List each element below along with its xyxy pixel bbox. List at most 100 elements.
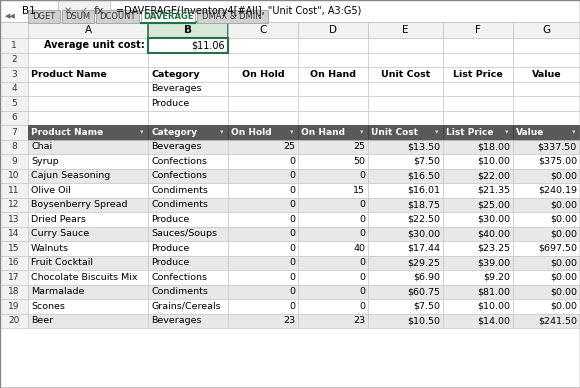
Text: ▾: ▾ <box>505 129 509 135</box>
Bar <box>298 22 368 38</box>
Bar <box>443 284 513 299</box>
Bar <box>368 52 443 67</box>
Bar <box>513 227 580 241</box>
Bar <box>148 125 228 140</box>
Text: Value: Value <box>516 128 545 137</box>
Text: A: A <box>85 25 92 35</box>
Bar <box>368 256 443 270</box>
Text: Produce: Produce <box>151 258 189 267</box>
Bar <box>298 299 368 314</box>
Text: 7: 7 <box>11 128 17 137</box>
Text: Beer: Beer <box>31 316 53 325</box>
Bar <box>443 38 513 52</box>
Text: Chocolate Biscuits Mix: Chocolate Biscuits Mix <box>31 273 137 282</box>
Text: 0: 0 <box>359 273 365 282</box>
Bar <box>0 270 28 284</box>
Text: =DAVERAGE(Inventory4[#All], "Unit Cost", A3:G5): =DAVERAGE(Inventory4[#All], "Unit Cost",… <box>116 6 361 16</box>
Text: 10: 10 <box>8 171 20 180</box>
Bar <box>513 154 580 168</box>
Bar <box>513 183 580 197</box>
Text: $0.00: $0.00 <box>550 200 577 209</box>
Bar <box>443 81 513 96</box>
Bar <box>513 81 580 96</box>
Text: fx: fx <box>94 6 104 16</box>
Bar <box>298 81 368 96</box>
Text: 8: 8 <box>11 142 17 151</box>
Text: 0: 0 <box>359 258 365 267</box>
Text: ✓: ✓ <box>80 6 88 16</box>
Bar <box>443 52 513 67</box>
Text: On Hand: On Hand <box>301 128 345 137</box>
Bar <box>368 299 443 314</box>
Bar <box>28 140 148 154</box>
Text: 0: 0 <box>359 287 365 296</box>
Text: 0: 0 <box>289 287 295 296</box>
Bar <box>228 168 298 183</box>
Text: On Hold: On Hold <box>242 70 284 79</box>
Text: 15: 15 <box>8 244 20 253</box>
Text: DAVERAGE: DAVERAGE <box>143 12 193 21</box>
Text: $10.50: $10.50 <box>407 316 440 325</box>
FancyBboxPatch shape <box>28 10 60 23</box>
Text: $11.06: $11.06 <box>191 40 225 50</box>
Text: 6: 6 <box>11 113 17 122</box>
Text: Confections: Confections <box>151 171 207 180</box>
Text: Unit Cost: Unit Cost <box>371 128 418 137</box>
Text: $375.00: $375.00 <box>538 157 577 166</box>
Text: $0.00: $0.00 <box>550 229 577 238</box>
Bar <box>298 284 368 299</box>
Bar <box>443 183 513 197</box>
Text: $697.50: $697.50 <box>538 244 577 253</box>
Text: Category: Category <box>151 128 197 137</box>
Bar <box>513 241 580 256</box>
Bar <box>298 241 368 256</box>
Text: ▾: ▾ <box>435 129 438 135</box>
Text: Beverages: Beverages <box>151 84 201 93</box>
Text: 25: 25 <box>283 142 295 151</box>
Text: On Hold: On Hold <box>231 128 271 137</box>
Bar <box>443 67 513 81</box>
Bar <box>58 0 110 22</box>
Bar <box>443 125 513 140</box>
Text: ✕: ✕ <box>64 6 72 16</box>
Bar <box>148 67 228 81</box>
Bar <box>148 299 228 314</box>
Bar <box>228 299 298 314</box>
Text: 0: 0 <box>359 200 365 209</box>
Bar <box>368 183 443 197</box>
Bar <box>368 227 443 241</box>
Text: DGET: DGET <box>32 12 56 21</box>
Text: Olive Oil: Olive Oil <box>31 186 71 195</box>
Text: Beverages: Beverages <box>151 142 201 151</box>
Text: 17: 17 <box>8 273 20 282</box>
Bar <box>513 168 580 183</box>
Bar <box>513 314 580 328</box>
Text: $7.50: $7.50 <box>413 157 440 166</box>
Text: On Hand: On Hand <box>310 70 356 79</box>
Bar <box>298 125 368 140</box>
Bar <box>0 111 28 125</box>
Bar <box>368 140 443 154</box>
Bar <box>228 212 298 227</box>
Bar <box>0 256 28 270</box>
Bar <box>513 197 580 212</box>
Text: Curry Sauce: Curry Sauce <box>31 229 89 238</box>
Bar <box>368 125 443 140</box>
Bar <box>443 96 513 111</box>
Bar <box>298 67 368 81</box>
Text: 19: 19 <box>8 302 20 311</box>
Bar <box>0 81 28 96</box>
Bar <box>443 111 513 125</box>
Text: ▾: ▾ <box>140 129 144 135</box>
Bar <box>148 183 228 197</box>
Bar <box>0 168 28 183</box>
Bar <box>148 270 228 284</box>
Bar <box>368 168 443 183</box>
Bar <box>228 241 298 256</box>
Bar <box>28 125 148 140</box>
Bar <box>298 314 368 328</box>
Bar <box>28 241 148 256</box>
Bar <box>0 241 28 256</box>
Text: 50: 50 <box>353 157 365 166</box>
Bar <box>228 125 298 140</box>
